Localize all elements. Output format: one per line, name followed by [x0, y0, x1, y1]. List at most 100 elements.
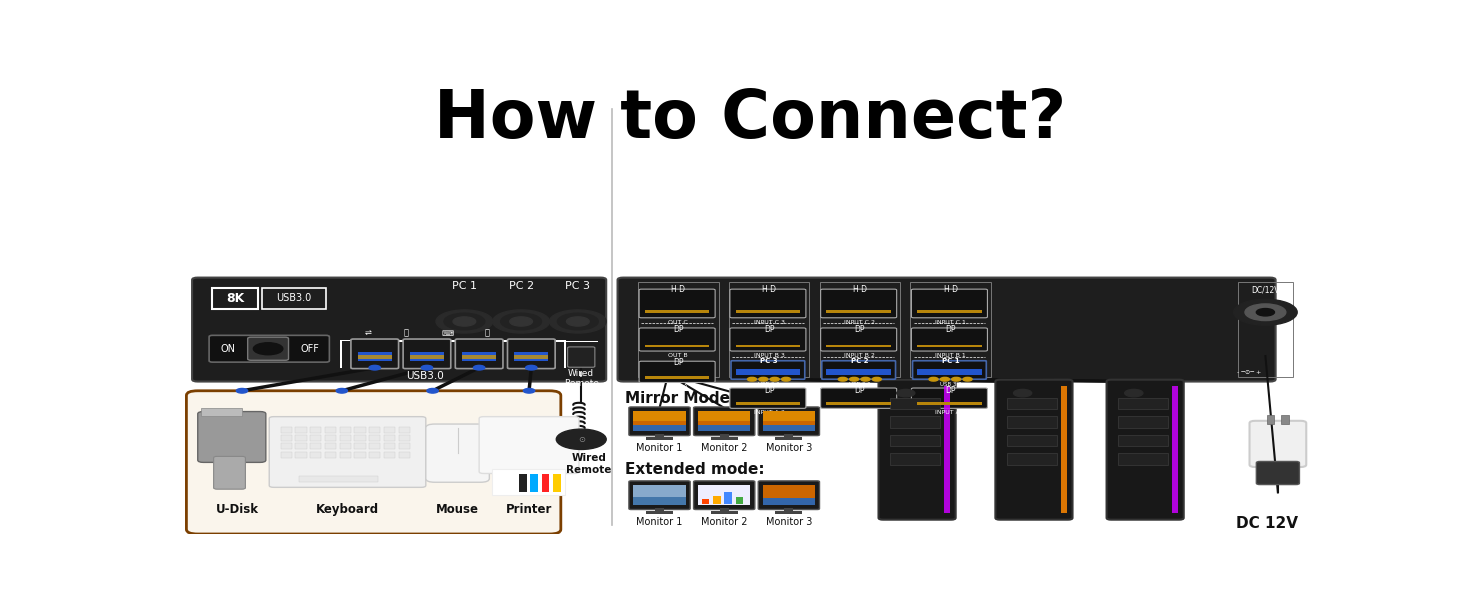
Text: H D: H D [944, 286, 957, 295]
Text: U-Disk: U-Disk [217, 503, 259, 517]
Bar [735, 402, 801, 404]
Bar [310, 443, 322, 449]
Bar [1007, 416, 1057, 428]
Text: Monitor 1: Monitor 1 [637, 517, 682, 527]
FancyBboxPatch shape [568, 347, 594, 367]
Text: OUT B: OUT B [669, 353, 688, 358]
Text: How to Connect?: How to Connect? [435, 86, 1066, 152]
Bar [281, 452, 291, 458]
Bar [710, 437, 738, 440]
FancyBboxPatch shape [912, 388, 987, 409]
Text: H D: H D [854, 286, 867, 295]
Bar [398, 443, 410, 449]
Bar [384, 443, 395, 449]
FancyBboxPatch shape [269, 416, 426, 487]
Text: INPUT A 3: INPUT A 3 [754, 410, 785, 415]
Bar [296, 443, 306, 449]
Text: DP: DP [764, 386, 774, 395]
Bar [763, 485, 815, 505]
Circle shape [501, 313, 542, 330]
Bar [514, 352, 549, 361]
Bar [398, 435, 410, 441]
Bar [735, 344, 801, 347]
Bar [384, 435, 395, 441]
FancyBboxPatch shape [1250, 421, 1306, 467]
Text: PC 1: PC 1 [941, 358, 959, 364]
Circle shape [1244, 304, 1285, 320]
Text: PC 3: PC 3 [565, 281, 590, 292]
Text: PC 1: PC 1 [452, 281, 477, 292]
Circle shape [873, 377, 881, 381]
Circle shape [839, 377, 848, 381]
Bar [776, 437, 802, 440]
Text: Keyboard: Keyboard [316, 503, 379, 517]
Circle shape [369, 365, 381, 370]
Circle shape [236, 388, 247, 393]
Bar [369, 452, 381, 458]
FancyBboxPatch shape [403, 339, 451, 368]
FancyBboxPatch shape [564, 340, 567, 368]
Bar [890, 453, 940, 465]
Bar [410, 355, 444, 359]
FancyBboxPatch shape [198, 412, 266, 463]
Bar [713, 496, 720, 504]
Text: INPUT B 3: INPUT B 3 [754, 353, 785, 358]
Circle shape [930, 377, 938, 381]
Text: - ─⊙─ +: - ─⊙─ + [1237, 370, 1262, 375]
Bar [698, 485, 751, 505]
Bar [340, 452, 351, 458]
FancyBboxPatch shape [403, 341, 493, 342]
Circle shape [524, 388, 534, 393]
FancyBboxPatch shape [630, 407, 690, 436]
Bar [384, 452, 395, 458]
Circle shape [940, 377, 950, 381]
Bar [310, 452, 322, 458]
Bar [354, 435, 366, 441]
FancyBboxPatch shape [821, 388, 896, 409]
Bar [1007, 398, 1057, 409]
FancyBboxPatch shape [758, 407, 820, 436]
Text: PC 2: PC 2 [508, 281, 534, 292]
Bar [916, 368, 982, 375]
Bar [354, 427, 366, 433]
Text: DC/12V: DC/12V [1252, 286, 1280, 295]
Bar [463, 355, 496, 359]
Text: INPUT B 2: INPUT B 2 [845, 353, 875, 358]
Circle shape [526, 365, 537, 370]
Bar [1118, 453, 1168, 465]
Bar [542, 474, 549, 493]
Bar [463, 352, 496, 361]
FancyBboxPatch shape [731, 328, 805, 351]
Bar [1173, 386, 1179, 513]
Bar [735, 310, 801, 313]
Circle shape [558, 313, 599, 330]
Bar [698, 410, 751, 431]
Text: Monitor 2: Monitor 2 [701, 517, 748, 527]
Text: Mirror Mode:: Mirror Mode: [625, 391, 736, 406]
Text: Extended mode:: Extended mode: [625, 463, 766, 478]
Text: ON: ON [221, 344, 236, 354]
Circle shape [567, 317, 589, 326]
Text: USB3.0: USB3.0 [277, 293, 312, 304]
Bar [369, 427, 381, 433]
Bar [826, 344, 892, 347]
Bar [340, 443, 351, 449]
Circle shape [427, 388, 438, 393]
Bar [634, 410, 685, 431]
FancyBboxPatch shape [340, 340, 343, 368]
Text: 8K: 8K [225, 292, 244, 305]
Circle shape [253, 343, 283, 355]
Bar [1118, 416, 1168, 428]
Bar [1118, 398, 1168, 409]
FancyBboxPatch shape [1107, 380, 1184, 520]
Circle shape [963, 377, 972, 381]
FancyBboxPatch shape [758, 481, 820, 509]
Bar [725, 493, 732, 504]
Bar [518, 474, 527, 493]
Text: Mouse: Mouse [436, 503, 479, 517]
Bar [357, 352, 392, 361]
Bar [1007, 434, 1057, 446]
Bar [720, 434, 729, 439]
FancyBboxPatch shape [186, 391, 561, 534]
Circle shape [1124, 389, 1143, 397]
